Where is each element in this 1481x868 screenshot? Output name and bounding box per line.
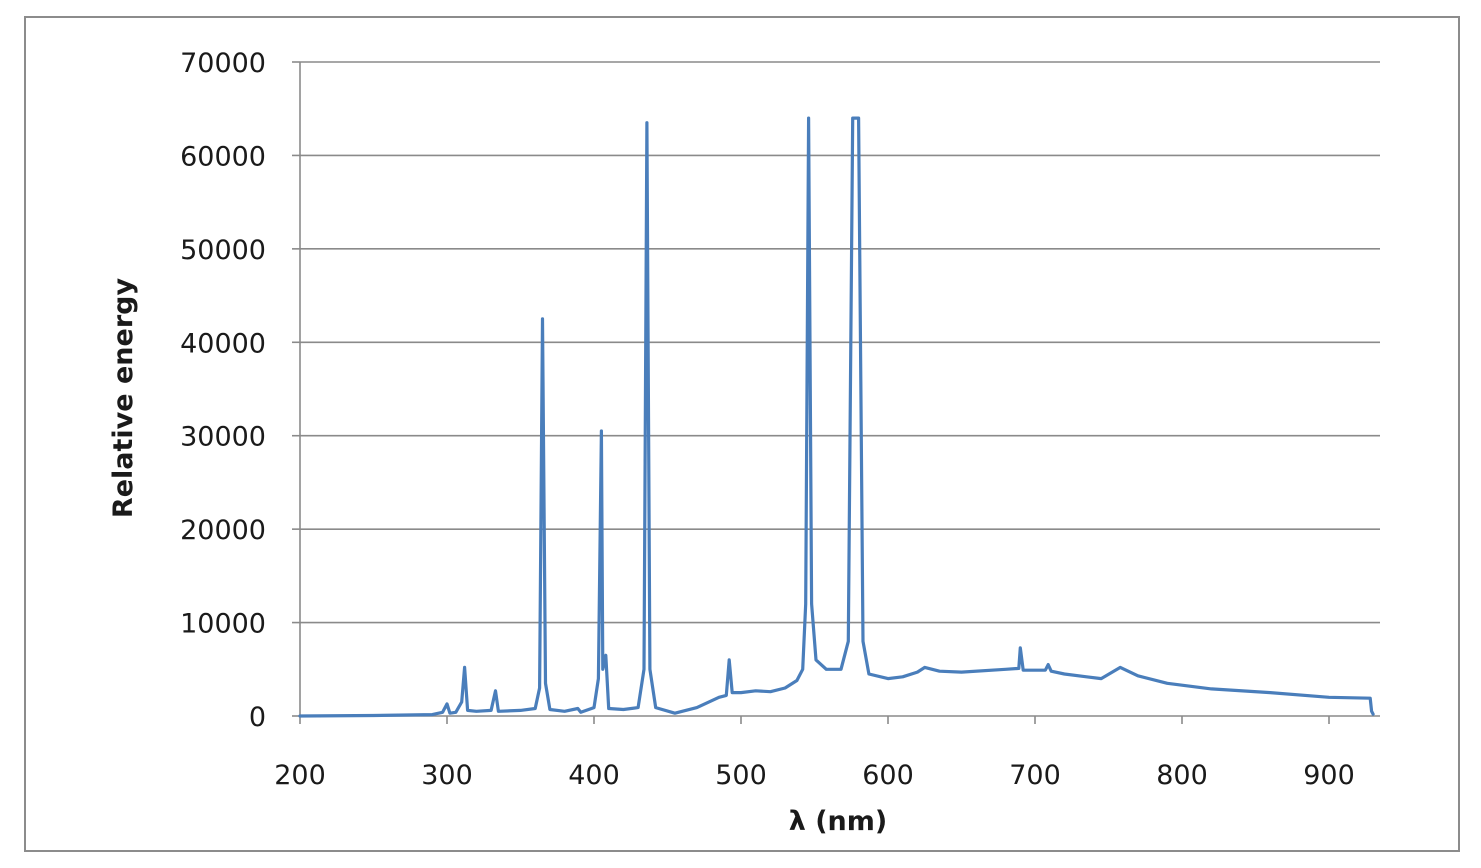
gridlines (300, 61, 1380, 624)
x-tick-label: 300 (421, 760, 473, 791)
y-axis-title: Relative energy (108, 278, 139, 519)
y-tick-label: 20000 (180, 515, 266, 546)
series-line-0 (298, 116, 1375, 718)
x-tick-label: 700 (1009, 760, 1061, 791)
x-tick-label: 200 (274, 760, 326, 791)
axes (292, 61, 1380, 724)
y-tick-label: 0 (249, 702, 266, 733)
y-tick-label: 40000 (180, 328, 266, 359)
x-tick-label: 400 (568, 760, 620, 791)
y-tick-label: 50000 (180, 235, 266, 266)
series-layer (298, 116, 1375, 718)
x-tick-label: 600 (862, 760, 914, 791)
y-tick-label: 10000 (180, 609, 266, 640)
y-tick-label: 60000 (180, 141, 266, 172)
y-tick-label: 70000 (180, 48, 266, 79)
x-tick-label: 800 (1156, 760, 1208, 791)
x-axis-title: λ (nm) (789, 806, 888, 837)
x-tick-label: 500 (715, 760, 767, 791)
tick-labels: 0 10000 20000 30000 40000 50000 60000 70000 200 3… (180, 48, 1355, 791)
x-tick-label: 900 (1303, 760, 1355, 791)
y-tick-label: 30000 (180, 422, 266, 453)
